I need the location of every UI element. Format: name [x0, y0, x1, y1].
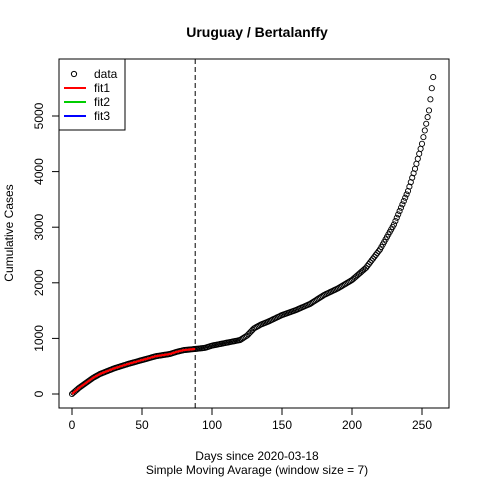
data-point — [390, 221, 398, 228]
legend-data-label: data — [94, 67, 118, 81]
data-point — [421, 127, 428, 134]
y-axis-label: Cumulative Cases — [2, 184, 16, 281]
data-point — [402, 194, 409, 201]
data-point — [420, 134, 427, 141]
legend: data fit1 fit2 fit3 — [58, 58, 126, 131]
y-axis: 0 1000 2000 3000 4000 5000 — [32, 102, 60, 397]
data-point — [395, 211, 402, 218]
data-point — [399, 201, 406, 208]
x-tick-label: 150 — [272, 418, 292, 432]
data-point — [428, 85, 435, 92]
data-point — [418, 140, 426, 147]
data-point — [417, 145, 424, 152]
y-tick-label: 4000 — [32, 158, 46, 185]
fit1-series — [71, 347, 196, 395]
x-tick-label: 100 — [202, 418, 222, 432]
legend-fit1-label: fit1 — [94, 81, 110, 95]
x-tick-label: 50 — [135, 418, 149, 432]
data-point — [416, 150, 423, 157]
x-tick-label: 250 — [412, 418, 432, 432]
x-axis-label: Days since 2020-03-18 — [195, 449, 319, 463]
x-tick-label: 200 — [342, 418, 362, 432]
chart-title: Uruguay / Bertalanffy — [186, 24, 328, 40]
data-point — [427, 96, 434, 103]
data-point — [430, 74, 437, 81]
legend-data-marker — [70, 70, 78, 78]
data-point — [397, 204, 405, 211]
x-axis-sublabel: Simple Moving Avarage (window size = 7) — [146, 463, 368, 477]
data-point — [424, 114, 431, 121]
fit1-line — [71, 347, 196, 395]
data-point — [423, 120, 430, 127]
y-tick-label: 1000 — [32, 325, 46, 352]
data-point — [413, 160, 420, 167]
x-axis: 0 50 100 150 200 250 — [69, 407, 432, 432]
y-tick-label: 5000 — [32, 102, 46, 129]
y-tick-label: 3000 — [32, 214, 46, 241]
data-point — [425, 107, 433, 114]
data-point — [400, 198, 407, 205]
legend-box — [58, 58, 126, 131]
y-tick-label: 0 — [32, 390, 46, 397]
x-tick-label: 0 — [69, 418, 76, 432]
data-point — [414, 155, 421, 162]
data-point — [392, 218, 399, 225]
data-point — [403, 191, 410, 198]
data-point — [393, 214, 400, 221]
y-tick-label: 2000 — [32, 269, 46, 296]
legend-fit3-label: fit3 — [94, 109, 110, 123]
data-point — [396, 208, 403, 215]
legend-fit2-label: fit2 — [94, 95, 110, 109]
data-point — [375, 248, 382, 255]
